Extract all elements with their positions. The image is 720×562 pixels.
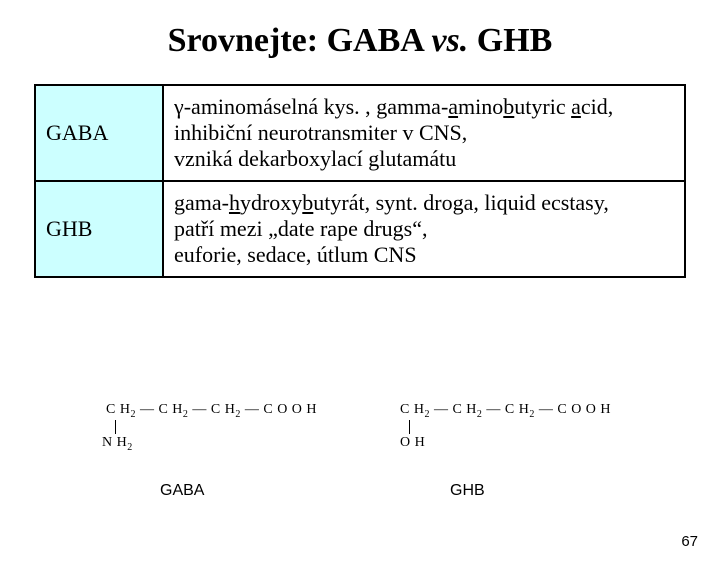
t: cid,	[581, 94, 613, 119]
page-title: Srovnejte: GABA vs. GHB	[0, 22, 720, 60]
ghb-label: GHB	[450, 482, 485, 500]
ul-ac: a	[571, 94, 581, 119]
page-number: 67	[681, 533, 698, 550]
t: amma-	[387, 94, 448, 119]
t: ama-	[185, 190, 229, 215]
f: — C H	[430, 402, 477, 417]
title-prefix: Srovnejte: GABA	[168, 22, 432, 59]
gaba-nh2: N H2	[102, 435, 133, 453]
gaba-pre: γ-aminomáselná kys. ,	[174, 94, 376, 119]
bond-line-icon	[115, 420, 116, 434]
f: — C H	[136, 402, 183, 417]
row-desc-gaba: γ-aminomáselná kys. , gamma-aminobutyric…	[163, 85, 685, 181]
ul-b: b	[503, 94, 514, 119]
ghb-line2: patří mezi „date rape drugs“,	[174, 216, 427, 241]
ul-h: h	[229, 190, 240, 215]
f: — C O O H	[535, 402, 611, 417]
ghb-formula: C H2 — C H2 — C H2 — C O O H	[400, 402, 611, 420]
row-label-ghb: GHB	[35, 181, 163, 277]
ghb-oh: O H	[400, 435, 425, 451]
row-label-gaba: GABA	[35, 85, 163, 181]
ul-b2: b	[302, 190, 313, 215]
title-vs: vs.	[431, 22, 468, 59]
f: C H	[106, 402, 130, 417]
gaba-line3: vzniká dekarboxylací glutamátu	[174, 146, 456, 171]
ul-a: a	[448, 94, 458, 119]
t: mino	[458, 94, 503, 119]
f: — C H	[188, 402, 235, 417]
row-desc-ghb: gama-hydroxybutyrát, synt. droga, liquid…	[163, 181, 685, 277]
ul-g: g	[376, 94, 387, 119]
ghb-line3: euforie, sedace, útlum CNS	[174, 242, 417, 267]
ul-g2: g	[174, 190, 185, 215]
bond-line-icon	[409, 420, 410, 434]
title-suffix: GHB	[468, 22, 552, 59]
f: N H	[102, 435, 127, 450]
table-row: GABA γ-aminomáselná kys. , gamma-aminobu…	[35, 85, 685, 181]
gaba-line2: inhibiční neurotransmiter v CNS,	[174, 120, 467, 145]
t: ydroxy	[240, 190, 302, 215]
table-row: GHB gama-hydroxybutyrát, synt. droga, li…	[35, 181, 685, 277]
gaba-formula: C H2 — C H2 — C H2 — C O O H	[106, 402, 317, 420]
f: — C H	[482, 402, 529, 417]
t: utyric	[514, 94, 571, 119]
gaba-label: GABA	[160, 482, 204, 500]
f: — C O O H	[241, 402, 317, 417]
comparison-table: GABA γ-aminomáselná kys. , gamma-aminobu…	[34, 84, 686, 278]
f: 2	[127, 442, 133, 453]
f: C H	[400, 402, 424, 417]
t: utyrát, synt. droga, liquid ecstasy,	[313, 190, 609, 215]
